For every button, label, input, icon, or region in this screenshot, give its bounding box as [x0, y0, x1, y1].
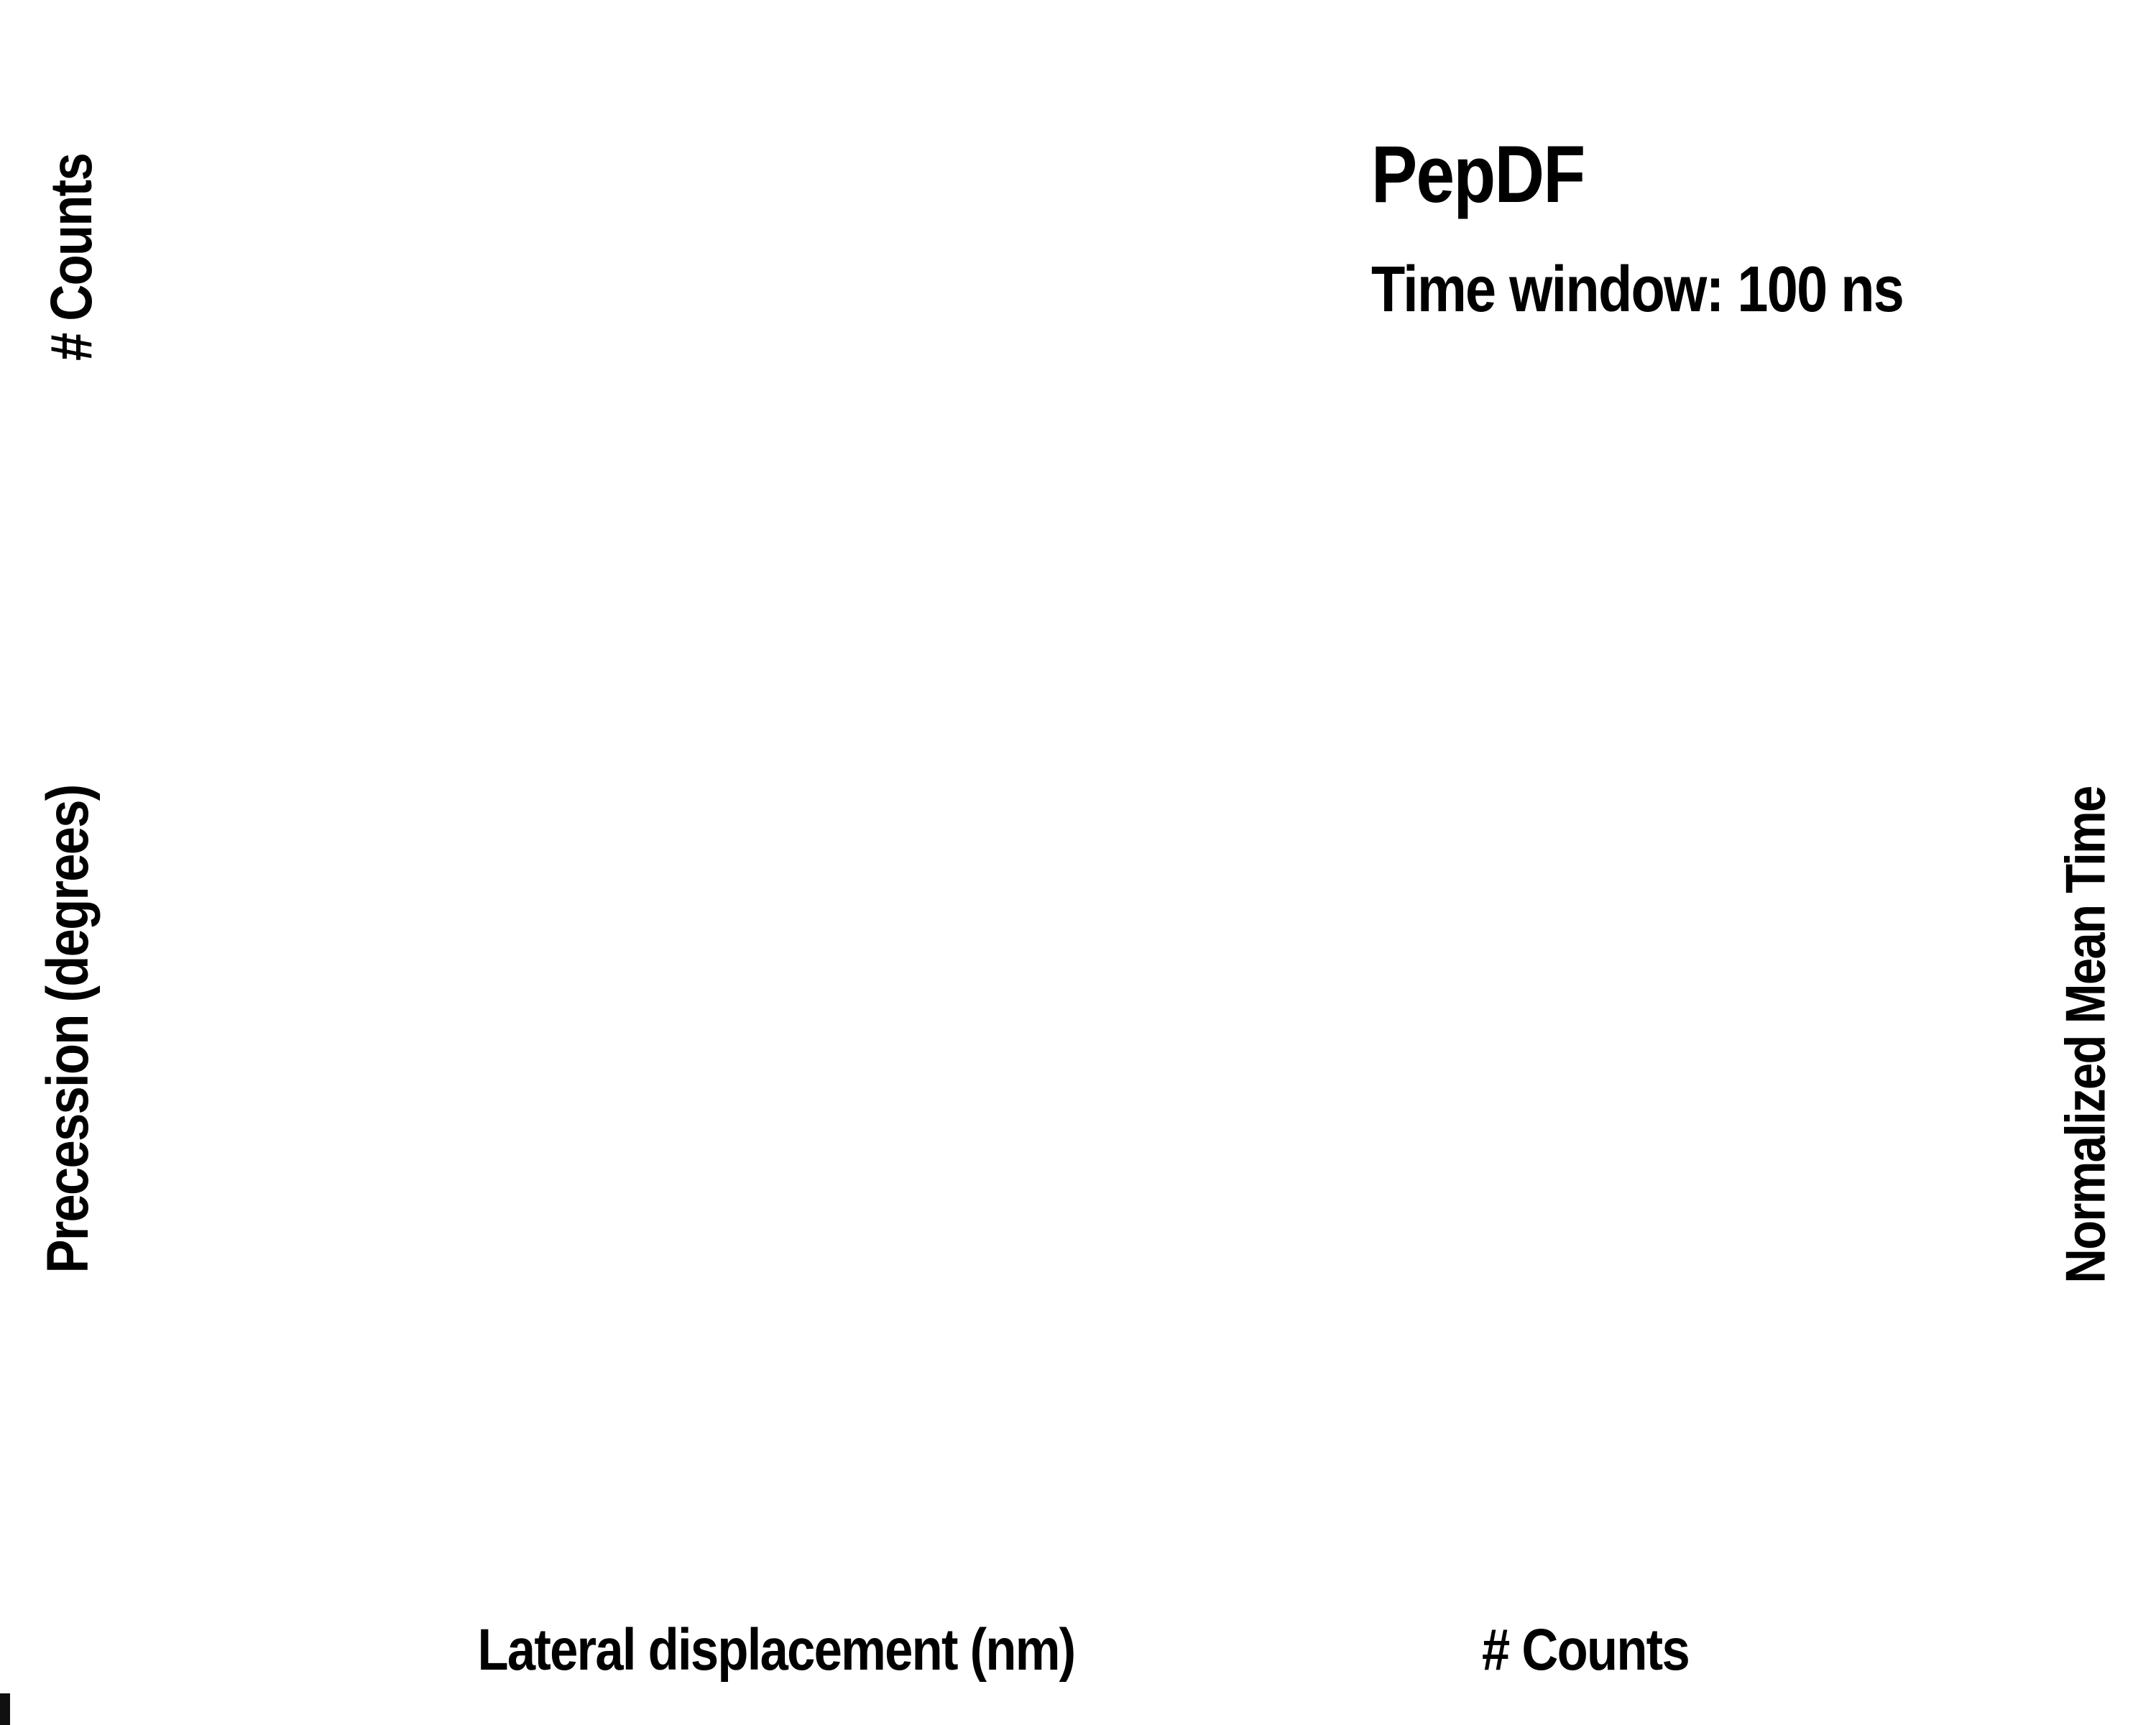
plot-title: PepDF — [1371, 129, 1585, 219]
main-x-axis-label: Lateral displacement (nm) — [477, 1617, 1077, 1683]
main-y-axis-label: Precession (degrees) — [35, 785, 101, 1274]
colorbar-label: Normalized Mean Time — [2053, 786, 2117, 1284]
right-hist-x-axis-label: # Counts — [1482, 1617, 1690, 1683]
plot-subtitle: Time window: 100 ns — [1371, 254, 1904, 326]
corner-mark — [0, 1693, 10, 1725]
top-hist-y-axis-label: # Counts — [39, 154, 104, 361]
